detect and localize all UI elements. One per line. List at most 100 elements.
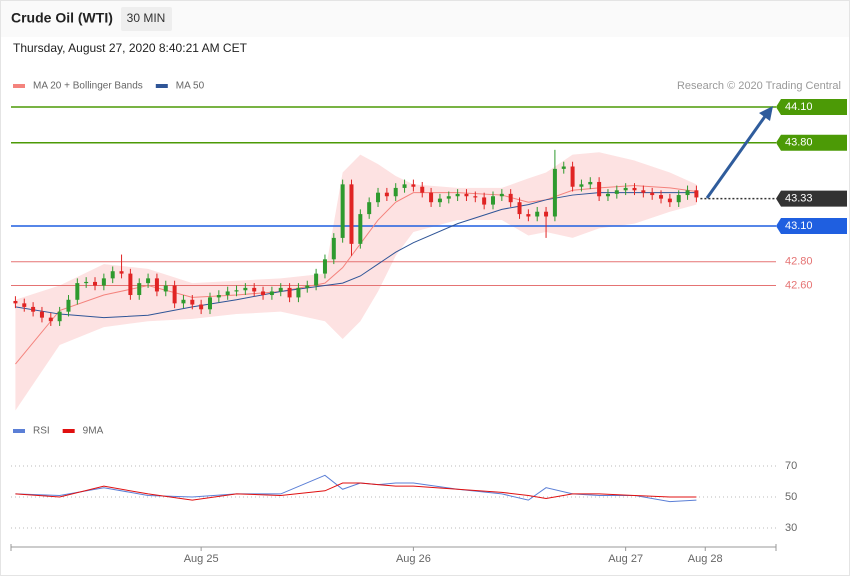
candle-body (526, 214, 531, 217)
level-label: 42.80 (785, 256, 813, 268)
candle-body (172, 285, 177, 304)
candle-body (694, 190, 699, 198)
candle-body (544, 211, 549, 217)
candle-body (296, 287, 301, 298)
candle-body (119, 271, 124, 274)
candle-body (287, 287, 292, 298)
candle-body (579, 184, 584, 187)
legend-swatch (155, 84, 168, 88)
candle-body (605, 193, 610, 197)
legend-label: MA 50 (176, 81, 205, 92)
candle-body (252, 287, 257, 292)
candle-body (685, 190, 690, 196)
candle-body (31, 306, 36, 312)
candle-body (490, 196, 495, 205)
indicator-line (15, 185, 697, 365)
candle-body (499, 193, 504, 197)
source: Research © 2020 Trading Central (677, 80, 841, 92)
indicator-line (15, 474, 697, 503)
candle-body (128, 273, 133, 296)
candle-body (322, 259, 327, 274)
level-label-box (776, 218, 847, 234)
legend-swatch (13, 84, 25, 88)
y-tick-label: 30 (785, 522, 797, 534)
level-label-box (776, 134, 847, 151)
candle-body (190, 299, 195, 305)
candle-body (243, 287, 248, 291)
candle-body (508, 193, 513, 203)
candle-body (552, 168, 557, 217)
candle-body (402, 184, 407, 188)
candle-body (75, 283, 80, 300)
candle-body (234, 290, 239, 292)
candle-body (101, 278, 106, 286)
legend-label: 9MA (83, 426, 104, 437)
candle-body (261, 291, 266, 296)
timestamp: Thursday, August 27, 2020 8:40:21 AM CET (13, 41, 248, 55)
candle-body (623, 187, 628, 191)
candle-body (163, 285, 168, 292)
interval[interactable]: 30 MIN (127, 11, 166, 25)
legend-label: RSI (33, 426, 50, 437)
candle-body (269, 291, 274, 296)
candle-body (84, 281, 89, 284)
candle-body (340, 184, 345, 238)
candle-body (614, 190, 619, 194)
level-label: 44.10 (785, 101, 813, 113)
candle-body (207, 297, 212, 310)
candle-body (278, 287, 283, 292)
indicator-line (15, 192, 697, 319)
candle-body (331, 237, 336, 260)
title: Crude Oil (WTI) (11, 10, 113, 26)
candle-body (13, 300, 18, 304)
candle-body (376, 192, 381, 203)
candle-body (455, 193, 460, 197)
legend-swatch (13, 429, 25, 433)
forecast-arrowhead (759, 106, 773, 121)
candle-body (48, 317, 53, 322)
candle-body (659, 195, 664, 199)
candle-body (561, 166, 566, 169)
candle-body (597, 181, 602, 197)
x-tick-label: Aug 26 (396, 553, 431, 565)
candle-body (517, 202, 522, 215)
x-tick-label: Aug 27 (608, 553, 643, 565)
candle-body (93, 281, 98, 286)
forecast-arrow (705, 114, 768, 199)
candle-body (482, 197, 487, 205)
candle-body (650, 192, 655, 196)
candle-body (22, 303, 27, 307)
candle-body (473, 196, 478, 198)
y-tick-label: 70 (785, 460, 797, 472)
candle-body (667, 198, 672, 203)
legend-label: MA 20 + Bollinger Bands (33, 81, 143, 92)
candle-body (464, 193, 469, 197)
indicator-line (15, 482, 697, 501)
candle-body (437, 198, 442, 203)
level-label: 42.60 (785, 279, 813, 291)
candle-body (420, 186, 425, 193)
level-label: 43.33 (785, 193, 813, 205)
level-label: 43.10 (785, 220, 813, 232)
x-tick-label: Aug 25 (184, 553, 219, 565)
bollinger-band (15, 152, 697, 411)
level-label: 43.80 (785, 137, 813, 149)
candle-body (411, 184, 416, 187)
candle-body (39, 311, 44, 318)
candle-body (57, 311, 62, 322)
y-tick-label: 50 (785, 491, 797, 503)
interval-box[interactable] (121, 7, 172, 31)
candle-body (314, 273, 319, 286)
candle-body (384, 192, 389, 197)
candle-body (154, 278, 159, 292)
candle-body (641, 190, 646, 193)
legend-swatch (62, 429, 75, 433)
candle-body (367, 202, 372, 215)
candle-body (588, 181, 593, 185)
candle-body (146, 278, 151, 284)
candle-body (305, 285, 310, 288)
candle-body (393, 187, 398, 197)
candle-body (535, 211, 540, 217)
candle-body (429, 192, 434, 203)
